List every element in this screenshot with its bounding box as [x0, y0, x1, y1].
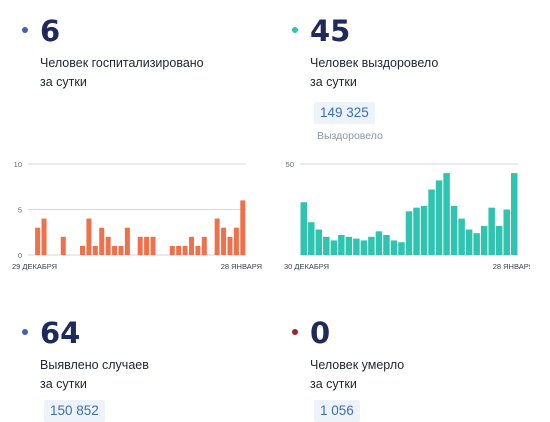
- bar: [390, 240, 398, 255]
- bar: [360, 240, 368, 255]
- bar: [413, 207, 420, 255]
- recovered-line2: за сутки: [310, 75, 357, 89]
- deaths-description: Человек умерло за сутки: [310, 356, 530, 394]
- recovered-description: Человек выздоровело за сутки: [310, 54, 530, 92]
- bar: [458, 218, 465, 255]
- bar: [112, 245, 118, 255]
- deaths-count: 0: [310, 316, 331, 350]
- bar: [118, 245, 124, 255]
- bar: [300, 202, 308, 255]
- bar: [195, 245, 201, 255]
- cases-total: 150 852: [44, 400, 105, 422]
- bar: [137, 236, 143, 255]
- hospitalized-description: Человек госпитализировано за сутки: [40, 54, 260, 92]
- bar: [375, 231, 383, 255]
- bar: [323, 236, 330, 255]
- y-tick-label: 50: [286, 160, 294, 169]
- hospitalized-line1: Человек госпитализировано: [40, 56, 204, 70]
- bar: [176, 245, 182, 255]
- bar: [144, 236, 150, 255]
- teal-dot-icon: [292, 27, 298, 33]
- cases-line2: за сутки: [40, 377, 87, 391]
- hospitalized-count: 6: [40, 14, 61, 48]
- bar: [480, 225, 488, 255]
- bar: [345, 236, 353, 255]
- y-tick-label: 5: [18, 206, 22, 215]
- bar: [189, 236, 194, 255]
- blue-dot-icon: [22, 27, 28, 33]
- bar: [473, 233, 480, 255]
- bar: [405, 211, 413, 255]
- x-end-label: 28 ЯНВАРЯ: [493, 262, 530, 271]
- bar: [353, 238, 360, 255]
- bar: [60, 236, 66, 255]
- deaths-line2: за сутки: [310, 377, 357, 391]
- cases-count: 64: [40, 316, 81, 350]
- bar: [182, 245, 188, 255]
- bar: [315, 229, 323, 255]
- cases-description: Выявлено случаев за сутки: [40, 356, 260, 394]
- bar: [308, 222, 315, 255]
- recovered-count: 45: [310, 14, 351, 48]
- bar: [92, 245, 98, 255]
- x-start-label: 29 ДЕКАБРЯ: [12, 262, 57, 271]
- recovered-total-label: Выздоровело: [317, 130, 383, 142]
- bar: [368, 236, 375, 255]
- bar: [41, 218, 47, 255]
- bar: [398, 242, 405, 255]
- bar: [510, 173, 518, 255]
- bar: [150, 236, 156, 255]
- deaths-line1: Человек умерло: [310, 358, 405, 372]
- bar: [443, 173, 450, 255]
- bar: [338, 234, 345, 255]
- hospitalized-chart: 10 5 0 29 ДЕКАБРЯ 28 ЯНВАРЯ: [12, 160, 262, 271]
- cases-line1: Выявлено случаев: [40, 358, 149, 372]
- recovered-line1: Человек выздоровело: [310, 56, 439, 70]
- bar: [80, 245, 85, 255]
- bar: [488, 207, 495, 255]
- bar: [240, 200, 246, 255]
- deaths-total: 1 056: [314, 400, 360, 422]
- bar: [99, 227, 105, 255]
- hospitalized-line2: за сутки: [40, 75, 87, 89]
- bar: [495, 225, 503, 255]
- y-tick-label: 0: [18, 251, 22, 260]
- red-dot-icon: [292, 329, 298, 335]
- bar: [233, 227, 239, 255]
- bar: [330, 240, 338, 255]
- recovered-chart: 50 30 ДЕКАБРЯ 28 ЯНВАРЯ: [284, 160, 530, 271]
- bar: [35, 227, 41, 255]
- bar: [124, 227, 130, 255]
- blue-dot-icon: [22, 329, 28, 335]
- y-tick-label: 10: [14, 160, 22, 169]
- bar: [227, 236, 233, 255]
- bar: [450, 205, 458, 255]
- bar: [503, 209, 510, 255]
- bar: [420, 205, 428, 255]
- x-end-label: 28 ЯНВАРЯ: [221, 262, 262, 271]
- bar: [214, 218, 220, 255]
- bar: [86, 218, 92, 255]
- x-start-label: 30 ДЕКАБРЯ: [284, 262, 329, 271]
- recovered-total: 149 325: [314, 102, 375, 124]
- bar: [435, 180, 443, 255]
- bar: [169, 245, 175, 255]
- bar: [383, 234, 390, 255]
- bar: [465, 229, 473, 255]
- bar: [105, 236, 111, 255]
- bar: [201, 236, 207, 255]
- bar: [428, 189, 435, 255]
- bar: [221, 227, 227, 255]
